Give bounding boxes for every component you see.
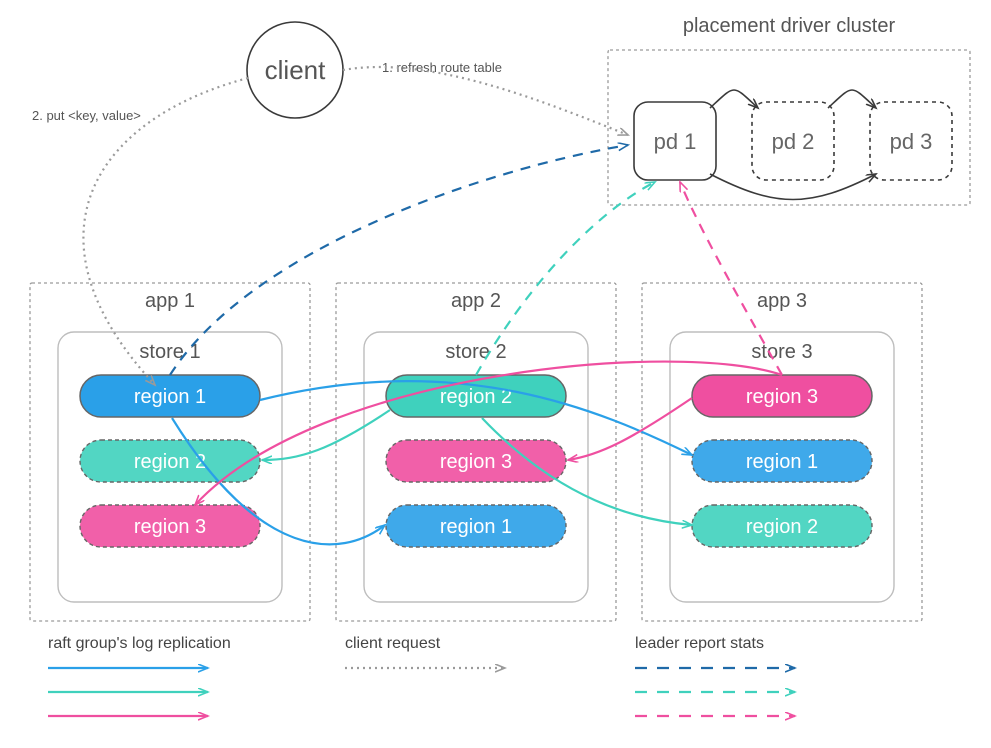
store-title-2: store 2 [445,341,506,363]
edge-label-0: 1. refresh route table [382,60,502,75]
store-title-3: store 3 [751,341,812,363]
app-title-2: app 2 [451,290,501,312]
app-title-1: app 1 [145,290,195,312]
legend-title-0: raft group's log replication [48,635,231,652]
legend-title-2: leader report stats [635,635,764,652]
region-label: region 3 [746,386,818,408]
region-label: region 1 [134,386,206,408]
flow-leader-report-0 [170,145,628,375]
region-label: region 1 [440,516,512,538]
region-label: region 3 [134,516,206,538]
pd-link [828,90,876,108]
pd-link [710,90,758,108]
pd-node-label-3: pd 3 [890,129,933,154]
flow-client-to-region [83,78,248,385]
region-label: region 1 [746,451,818,473]
flow-client-to-pd [343,67,628,135]
flow-raft-3 [262,410,390,460]
pd-node-label-2: pd 2 [772,129,815,154]
flow-raft-4 [568,398,692,460]
region-label: region 2 [746,516,818,538]
diagram-canvas: placement driver cluster pd 1 pd 2 pd 3 clie… [0,0,991,748]
region-label: region 3 [440,451,512,473]
pd-node-label-1: pd 1 [654,129,697,154]
store-title-1: store 1 [139,341,200,363]
pd-cluster-title: placement driver cluster [683,15,896,37]
edge-label-1: 2. put <key, value> [32,108,141,123]
legend-title-1: client request [345,635,441,652]
client-label: client [265,55,326,85]
app-title-3: app 3 [757,290,807,312]
